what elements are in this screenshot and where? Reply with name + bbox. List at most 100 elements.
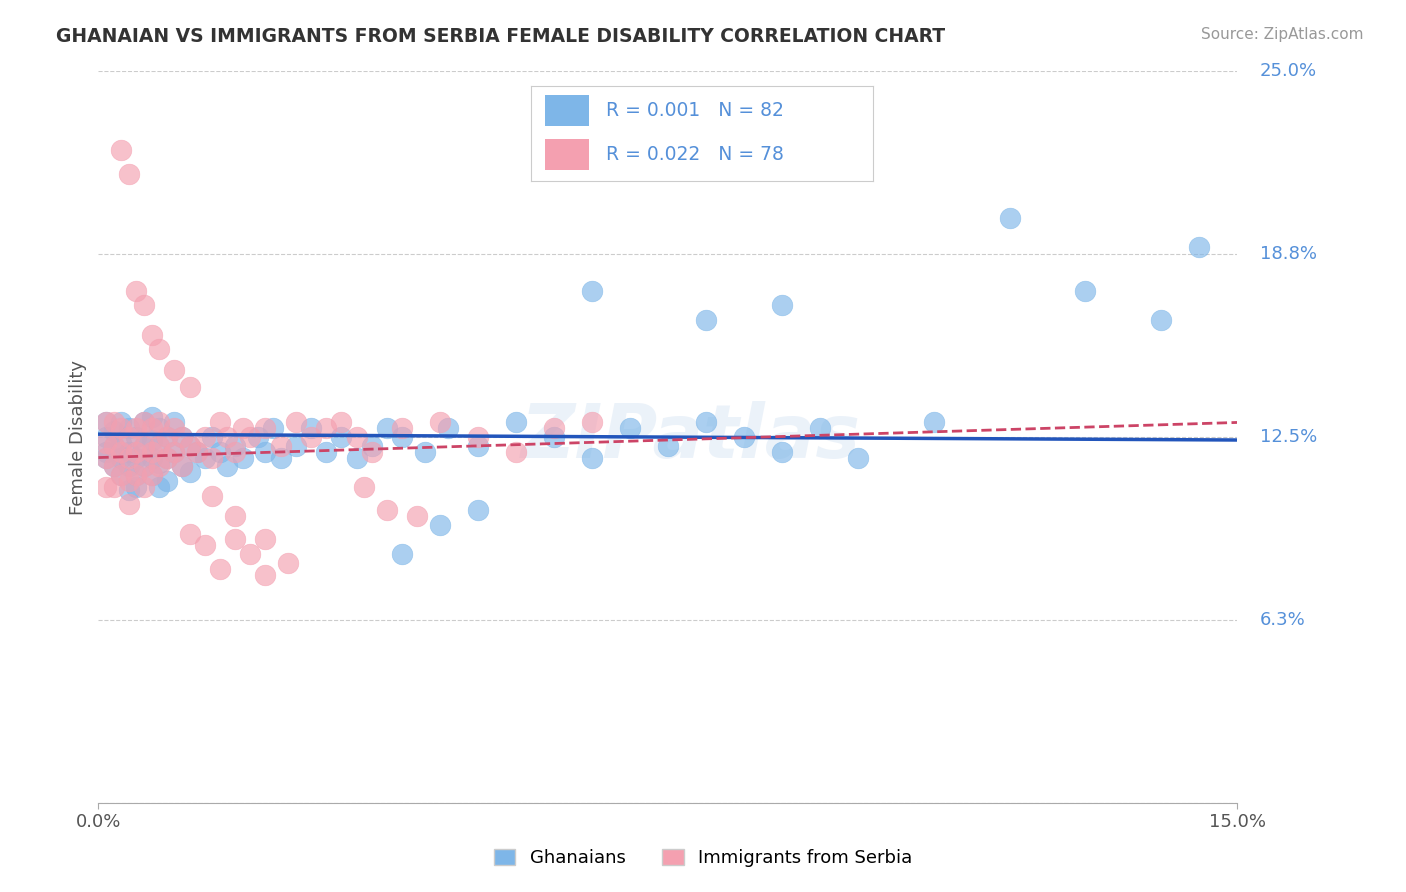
Point — [170, 430, 193, 444]
Point — [103, 439, 125, 453]
Point — [808, 421, 831, 435]
Point — [1150, 313, 1173, 327]
Point — [277, 556, 299, 570]
Point — [346, 450, 368, 465]
Point — [141, 327, 163, 342]
Point — [232, 421, 254, 435]
Point — [125, 468, 148, 483]
Point — [254, 567, 277, 582]
Text: ZIPatlas: ZIPatlas — [520, 401, 860, 474]
Point — [733, 430, 755, 444]
Point — [118, 421, 141, 435]
Point — [110, 421, 132, 435]
Point — [224, 439, 246, 453]
Point — [148, 480, 170, 494]
Point — [353, 480, 375, 494]
Point — [208, 562, 231, 576]
Point — [132, 459, 155, 474]
Point — [270, 439, 292, 453]
Point — [217, 459, 239, 474]
Point — [170, 459, 193, 474]
Point — [141, 421, 163, 435]
Point — [141, 468, 163, 483]
Point — [156, 430, 179, 444]
Point — [110, 450, 132, 465]
Point — [110, 436, 132, 450]
Point — [695, 416, 717, 430]
Point — [330, 430, 353, 444]
Point — [163, 444, 186, 458]
Point — [186, 444, 208, 458]
Point — [695, 313, 717, 327]
Point — [110, 144, 132, 158]
Point — [163, 421, 186, 435]
Point — [125, 284, 148, 298]
Point — [125, 430, 148, 444]
Point — [141, 468, 163, 483]
Point — [179, 526, 201, 541]
Point — [391, 421, 413, 435]
Point — [163, 363, 186, 377]
Point — [118, 483, 141, 497]
Point — [284, 439, 307, 453]
Point — [360, 444, 382, 458]
Point — [148, 439, 170, 453]
Point — [998, 211, 1021, 225]
Point — [429, 416, 451, 430]
Point — [224, 444, 246, 458]
Point — [156, 450, 179, 465]
Point — [436, 421, 458, 435]
Point — [118, 459, 141, 474]
Point — [118, 167, 141, 181]
Point — [118, 430, 141, 444]
Point — [179, 439, 201, 453]
Point — [217, 430, 239, 444]
Point — [201, 430, 224, 444]
Point — [148, 421, 170, 435]
Point — [619, 421, 641, 435]
Point — [148, 459, 170, 474]
Point — [239, 547, 262, 561]
Point — [118, 497, 141, 511]
Point — [330, 416, 353, 430]
Y-axis label: Female Disability: Female Disability — [69, 359, 87, 515]
Point — [232, 450, 254, 465]
Point — [224, 533, 246, 547]
Point — [125, 468, 148, 483]
Point — [657, 439, 679, 453]
Point — [467, 430, 489, 444]
Point — [141, 433, 163, 447]
Text: Source: ZipAtlas.com: Source: ZipAtlas.com — [1201, 27, 1364, 42]
Point — [94, 480, 117, 494]
Point — [375, 421, 398, 435]
Point — [103, 480, 125, 494]
Point — [262, 421, 284, 435]
Point — [194, 430, 217, 444]
Point — [770, 298, 793, 312]
Point — [94, 450, 117, 465]
Text: 18.8%: 18.8% — [1260, 245, 1317, 263]
Point — [1188, 240, 1211, 254]
Point — [246, 430, 269, 444]
Point — [148, 439, 170, 453]
Point — [118, 444, 141, 458]
Point — [179, 380, 201, 394]
Point — [110, 444, 132, 458]
Point — [186, 444, 208, 458]
Text: 12.5%: 12.5% — [1260, 428, 1317, 446]
Point — [208, 416, 231, 430]
Point — [299, 430, 322, 444]
Point — [315, 421, 337, 435]
Point — [208, 444, 231, 458]
Point — [148, 343, 170, 357]
Point — [94, 416, 117, 430]
Point — [346, 430, 368, 444]
Point — [110, 468, 132, 483]
Point — [194, 450, 217, 465]
Point — [170, 459, 193, 474]
Point — [846, 450, 869, 465]
Point — [94, 450, 117, 465]
Point — [118, 450, 141, 465]
Text: GHANAIAN VS IMMIGRANTS FROM SERBIA FEMALE DISABILITY CORRELATION CHART: GHANAIAN VS IMMIGRANTS FROM SERBIA FEMAL… — [56, 27, 945, 45]
Point — [1074, 284, 1097, 298]
